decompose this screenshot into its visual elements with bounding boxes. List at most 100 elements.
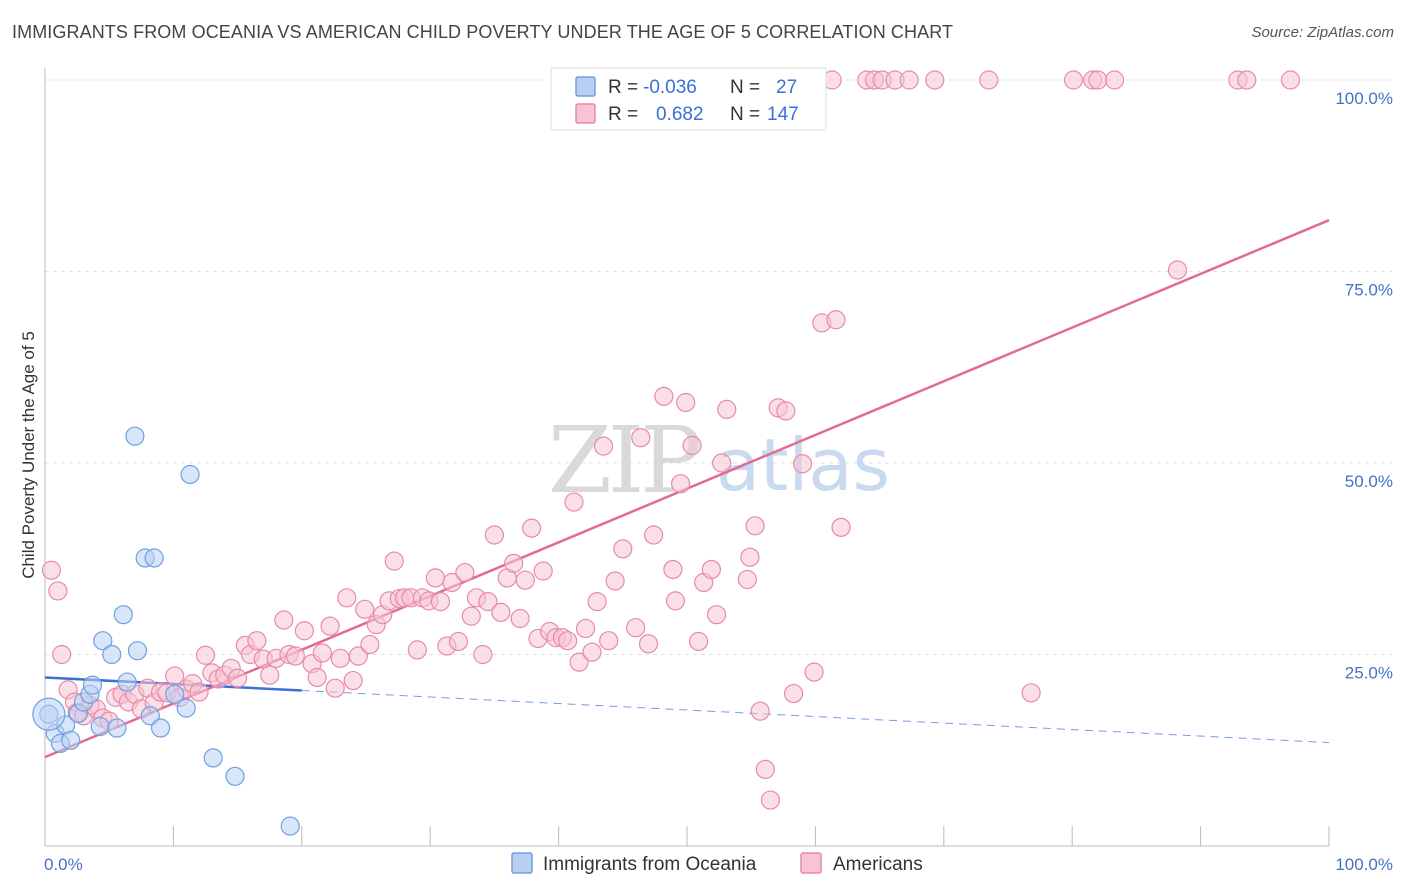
data-point [307, 667, 327, 688]
legend-n-label-oceania: N = [730, 77, 760, 98]
data-point [760, 790, 781, 810]
data-point [384, 551, 404, 571]
data-point [676, 392, 696, 413]
data-point [701, 559, 721, 580]
data-point [294, 621, 314, 641]
data-point [1104, 70, 1125, 90]
data-point [343, 670, 363, 691]
data-point [1063, 70, 1084, 90]
data-point [127, 641, 148, 661]
data-point [491, 602, 511, 622]
legend-swatch-oceania [575, 76, 596, 97]
data-point [665, 591, 686, 611]
data-point [712, 453, 732, 473]
bottom-legend-label-oceania: Immigrants from Oceania [543, 854, 757, 875]
legend-n-value-oceania: 27 [776, 77, 797, 98]
data-point [569, 652, 589, 672]
chart-title: IMMIGRANTS FROM OCEANIA VS AMERICAN CHIL… [12, 22, 954, 42]
data-point [515, 570, 535, 590]
trend-line-oceania-dashed [301, 690, 1330, 744]
data-point [107, 718, 127, 738]
data-point [225, 766, 245, 786]
data-point [360, 634, 380, 655]
data-point [826, 310, 846, 330]
data-point [575, 618, 596, 639]
data-point [348, 646, 368, 666]
data-point [52, 644, 72, 665]
y-tick-labels: 25.0% 50.0% 75.0% 100.0% [1335, 89, 1393, 683]
y-axis-title: Child Poverty Under the Age of 5 [19, 331, 38, 579]
data-point [180, 464, 200, 485]
data-point [593, 436, 614, 456]
data-point [455, 562, 475, 583]
data-point [228, 668, 248, 688]
legend-r-value-americans: 0.682 [656, 104, 704, 125]
data-point [1021, 683, 1041, 703]
bottom-legend-swatch-oceania [511, 852, 533, 874]
data-point [670, 474, 691, 494]
legend-r-label-americans: R = [608, 104, 638, 125]
data-point [587, 592, 607, 612]
legend: R = -0.036 N = 27 R = 0.682 N = 147 [550, 67, 827, 131]
data-point [274, 610, 294, 630]
data-point [1280, 70, 1301, 90]
data-point [740, 547, 760, 567]
data-point [280, 816, 300, 836]
x-tick-labels: 0.0% 100.0% [44, 855, 1393, 874]
data-point [605, 571, 625, 591]
data-point [564, 492, 584, 512]
series-americans-points [41, 70, 1301, 810]
x-tick-label: 0.0% [44, 855, 83, 874]
data-point [90, 716, 110, 737]
data-point [195, 645, 216, 665]
data-point [176, 698, 196, 718]
data-point [125, 426, 145, 446]
data-point [504, 553, 524, 573]
legend-n-value-americans: 147 [767, 104, 799, 125]
data-point [82, 675, 103, 695]
y-tick-label: 50.0% [1345, 472, 1393, 491]
data-point [425, 568, 445, 588]
y-tick-label: 25.0% [1345, 664, 1393, 683]
data-point [510, 608, 530, 629]
data-point [663, 559, 683, 580]
data-point [189, 682, 209, 702]
data-point [478, 592, 498, 612]
data-point [140, 706, 160, 726]
data-point [557, 631, 578, 651]
data-point [247, 631, 267, 651]
bottom-legend-swatch-americans [800, 852, 822, 874]
data-point [102, 644, 122, 665]
data-point [631, 428, 651, 448]
data-point [682, 435, 702, 455]
data-point [203, 748, 223, 768]
data-point [407, 640, 427, 660]
data-point [638, 634, 659, 654]
data-point [654, 386, 674, 406]
data-point [783, 683, 804, 704]
legend-box [550, 67, 827, 131]
data-point [613, 539, 633, 559]
bottom-legend-label-americans: Americans [833, 854, 923, 875]
data-point [325, 678, 345, 698]
data-point [792, 454, 813, 474]
data-point [582, 642, 602, 662]
bottom-legend: Immigrants from Oceania Americans [511, 852, 923, 875]
data-point [144, 548, 164, 568]
legend-swatch-americans [575, 103, 596, 124]
data-point [430, 592, 451, 612]
data-point [320, 616, 340, 636]
data-point [706, 605, 727, 625]
data-point [312, 643, 332, 663]
data-point [461, 606, 481, 626]
series-oceania-points [39, 426, 300, 836]
data-point [337, 588, 357, 608]
data-point [41, 560, 62, 580]
data-point [626, 618, 646, 638]
data-point [899, 70, 919, 90]
source-label: Source: ZipAtlas.com [1251, 24, 1394, 41]
legend-n-label-americans: N = [730, 104, 760, 125]
data-point [755, 759, 775, 780]
data-point [831, 517, 851, 537]
data-points [32, 70, 1301, 836]
